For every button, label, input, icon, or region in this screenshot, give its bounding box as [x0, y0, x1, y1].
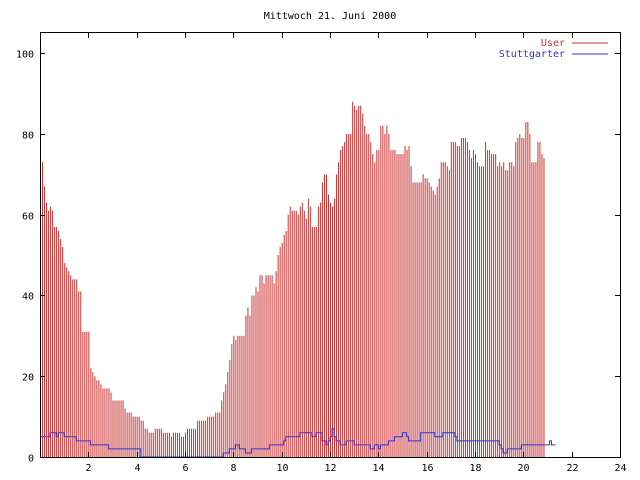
stuttgarter-series-line [40, 428, 556, 458]
y-tick-label: 40 [22, 292, 34, 303]
x-tick-label: 24 [614, 463, 626, 474]
y-tick-label: 20 [22, 373, 34, 384]
plot-frame [40, 32, 621, 458]
y-tick-label: 60 [22, 212, 34, 223]
legend-label-stuttgarter: Stuttgarter [499, 49, 565, 60]
x-tick-label: 4 [134, 463, 140, 474]
x-tick-label: 14 [372, 463, 384, 474]
x-tick-label: 8 [230, 463, 236, 474]
chart-title: Mittwoch 21. Juni 2000 [264, 11, 396, 22]
x-tick-label: 10 [276, 463, 288, 474]
x-tick-label: 2 [85, 463, 91, 474]
x-tick-label: 6 [182, 463, 188, 474]
legend-entry-user: User [541, 38, 608, 49]
y-tick-label: 0 [28, 454, 34, 465]
x-axis: 2 4 6 8 10 12 14 16 18 20 22 24 [85, 33, 627, 474]
x-tick-label: 16 [421, 463, 433, 474]
x-tick-label: 20 [517, 463, 529, 474]
x-tick-label: 22 [566, 463, 578, 474]
user-bars [40, 101, 545, 457]
legend-entry-stuttgarter: Stuttgarter [499, 49, 608, 60]
x-tick-label: 18 [469, 463, 481, 474]
legend: User Stuttgarter [499, 38, 608, 60]
y-tick-label: 80 [22, 131, 34, 142]
x-tick-label: 12 [324, 463, 336, 474]
y-axis: 0 20 40 60 80 100 [16, 50, 620, 465]
y-tick-label: 100 [16, 50, 34, 61]
legend-label-user: User [541, 38, 565, 49]
